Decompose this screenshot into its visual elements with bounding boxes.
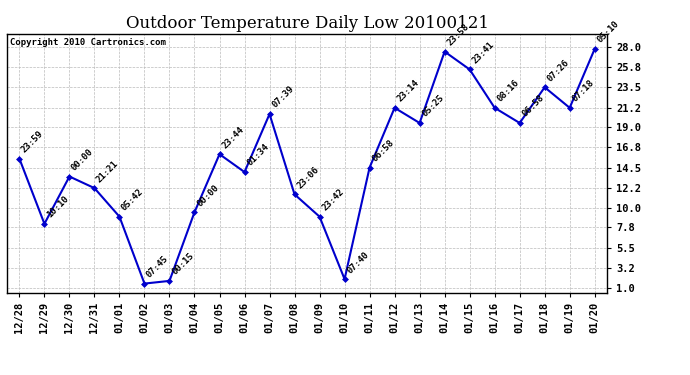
Text: 23:14: 23:14	[395, 78, 420, 104]
Text: 00:00: 00:00	[70, 147, 95, 172]
Text: 23:42: 23:42	[320, 187, 346, 213]
Title: Outdoor Temperature Daily Low 20100121: Outdoor Temperature Daily Low 20100121	[126, 15, 489, 32]
Text: 05:25: 05:25	[420, 93, 446, 119]
Text: 21:21: 21:21	[95, 159, 120, 184]
Text: 23:44: 23:44	[220, 124, 246, 150]
Text: 07:40: 07:40	[345, 250, 371, 275]
Text: 05:42: 05:42	[120, 187, 146, 213]
Text: 00:15: 00:15	[170, 251, 195, 277]
Text: 06:58: 06:58	[520, 93, 546, 119]
Text: 00:00: 00:00	[195, 183, 220, 208]
Text: 07:45: 07:45	[145, 254, 170, 279]
Text: 23:58: 23:58	[445, 22, 471, 47]
Text: 05:10: 05:10	[595, 20, 620, 45]
Text: 01:34: 01:34	[245, 142, 270, 168]
Text: Copyright 2010 Cartronics.com: Copyright 2010 Cartronics.com	[10, 38, 166, 46]
Text: 23:59: 23:59	[20, 129, 46, 154]
Text: 23:41: 23:41	[470, 40, 495, 65]
Text: 07:39: 07:39	[270, 84, 295, 110]
Text: 07:26: 07:26	[545, 58, 571, 83]
Text: 23:06: 23:06	[295, 165, 320, 190]
Text: 08:16: 08:16	[495, 78, 520, 104]
Text: 06:58: 06:58	[370, 138, 395, 164]
Text: 10:10: 10:10	[45, 194, 70, 220]
Text: 07:18: 07:18	[570, 78, 595, 104]
